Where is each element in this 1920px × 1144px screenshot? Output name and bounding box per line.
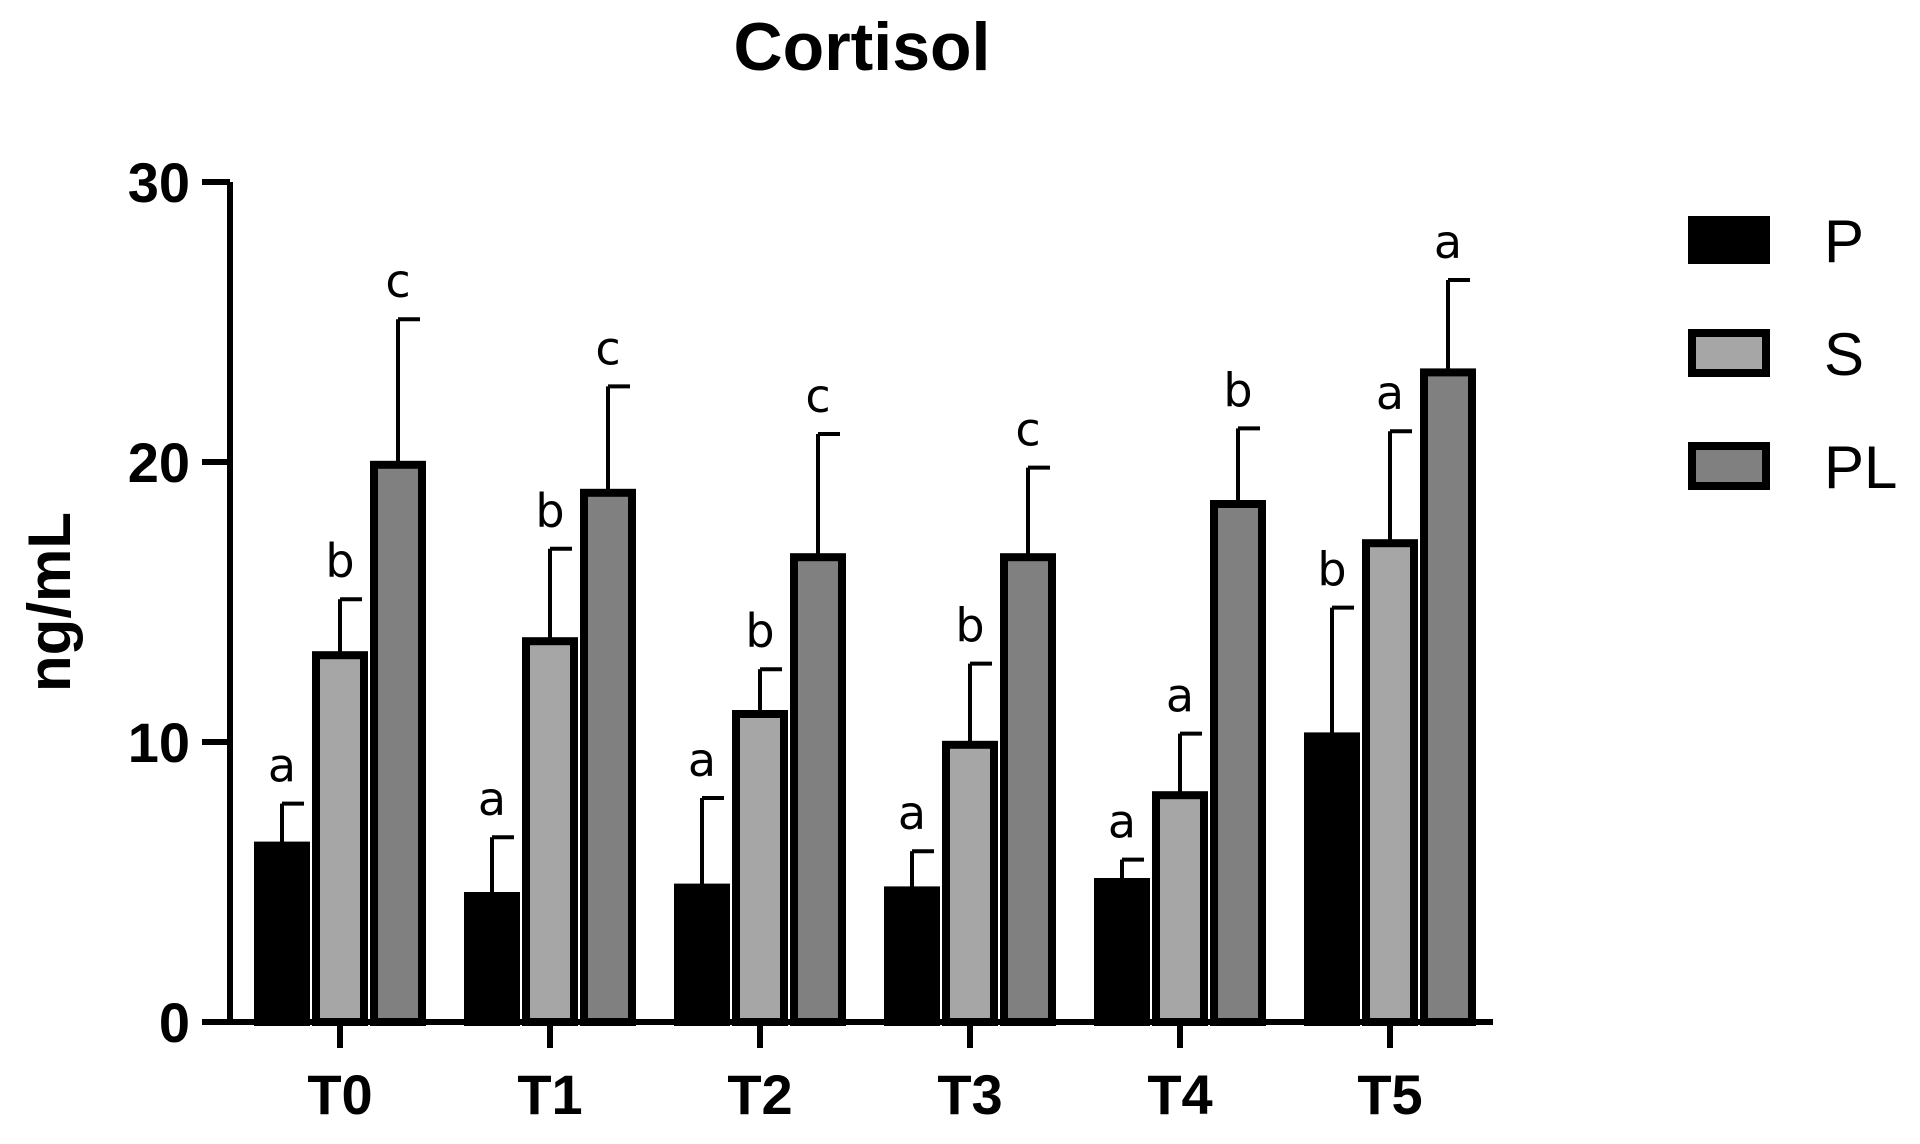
bar-pl-t0 xyxy=(370,460,426,1026)
legend: PS PL xyxy=(1688,208,1897,501)
significance-letter: a xyxy=(1434,215,1462,269)
y-tick-label: 0 xyxy=(159,991,190,1054)
significance-letter: a xyxy=(1166,669,1194,723)
significance-letter: a xyxy=(1108,795,1136,849)
bar-s-t5 xyxy=(1362,539,1418,1026)
significance-letter: b xyxy=(325,534,354,588)
significance-letter: b xyxy=(955,599,984,653)
bar-s-t1 xyxy=(522,637,578,1026)
bar-pl-t5 xyxy=(1420,368,1476,1026)
bar-p-t3 xyxy=(884,886,940,1027)
x-tick-label: T2 xyxy=(727,1063,792,1126)
x-tick-label: T4 xyxy=(1147,1063,1212,1126)
bar-s-t0 xyxy=(312,651,368,1026)
significance-letter: a xyxy=(478,772,506,826)
legend-swatch-p xyxy=(1688,216,1770,264)
legend-swatch-pl xyxy=(1688,442,1770,490)
legend-swatch-s xyxy=(1688,329,1770,377)
bar-p-t4 xyxy=(1094,878,1150,1026)
x-tick-label: T3 xyxy=(937,1063,1002,1126)
bar-s-t4 xyxy=(1152,791,1208,1027)
significance-letter: c xyxy=(1015,403,1040,457)
bar-pl-t1 xyxy=(580,488,636,1026)
x-tick-label: T5 xyxy=(1357,1063,1422,1126)
bar-pl-t4 xyxy=(1210,500,1266,1026)
y-tick-label: 20 xyxy=(128,431,190,494)
significance-letter: b xyxy=(1317,543,1346,597)
bar-p-t5 xyxy=(1304,732,1360,1027)
significance-letter: c xyxy=(805,369,830,423)
y-tick-label: 10 xyxy=(128,711,190,774)
x-tick-label: T1 xyxy=(517,1063,582,1126)
significance-letter: b xyxy=(745,604,774,658)
chart-title: Cortisol xyxy=(734,9,991,85)
plot-area: 0 10 20 30 T0 a b c T1 a b c T2 a b c T3 a b c T4 a a b T5 b a a xyxy=(128,151,1493,1126)
bar-s-t3 xyxy=(942,740,998,1026)
bar-p-t2 xyxy=(674,883,730,1026)
y-tick-label: 30 xyxy=(128,151,190,214)
bar-s-t2 xyxy=(732,710,788,1026)
significance-letter: a xyxy=(268,739,296,793)
significance-letter: c xyxy=(595,321,620,375)
legend-label-p: P xyxy=(1824,208,1864,275)
bar-p-t0 xyxy=(254,841,310,1026)
y-axis-label: ng/mL xyxy=(16,512,83,692)
significance-letter: a xyxy=(898,786,926,840)
x-tick-label: T0 xyxy=(307,1063,372,1126)
legend-label-s: S xyxy=(1824,321,1864,388)
significance-letter: c xyxy=(385,254,410,308)
bar-pl-t2 xyxy=(790,553,846,1026)
significance-letter: b xyxy=(1223,363,1252,417)
bar-pl-t3 xyxy=(1000,553,1056,1026)
legend-label-pl: PL xyxy=(1824,434,1897,501)
significance-letter: b xyxy=(535,484,564,538)
bar-p-t1 xyxy=(464,892,520,1026)
significance-letter: a xyxy=(1376,366,1404,420)
significance-letter: a xyxy=(688,733,716,787)
